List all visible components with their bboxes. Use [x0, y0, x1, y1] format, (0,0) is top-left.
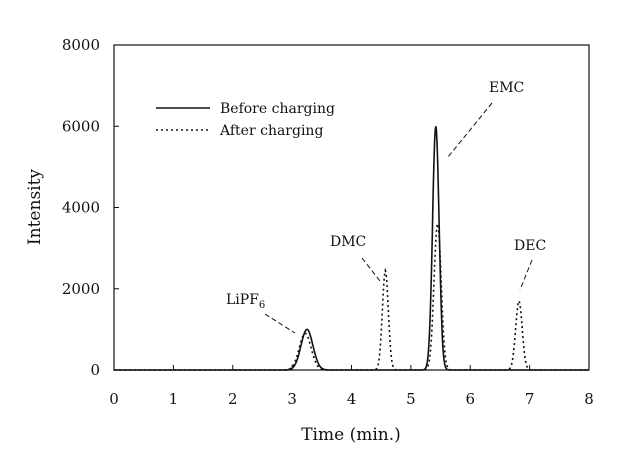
legend-label: Before charging [220, 101, 335, 117]
annotation-leader [519, 259, 533, 291]
peak-label-text: DMC [330, 234, 366, 250]
annotation-leader [447, 102, 493, 158]
peak-label: LiPF6 [226, 292, 265, 311]
y-tick-label: 8000 [62, 36, 100, 54]
peak-label-text: LiPF [226, 292, 259, 308]
series-after-charging-line [114, 221, 589, 371]
y-axis: 0 2000 4000 6000 8000 [62, 36, 119, 379]
annotation-leader [264, 313, 296, 334]
y-tick-label: 4000 [62, 199, 100, 217]
peak-label-subscript: 6 [259, 300, 265, 311]
x-tick-label: 2 [228, 390, 238, 408]
y-axis-title: Intensity [25, 169, 45, 245]
y-tick-label: 0 [90, 361, 100, 379]
x-tick-label: 0 [109, 390, 119, 408]
series-layer [114, 126, 589, 371]
legend: Before charging After charging [156, 101, 335, 139]
x-tick-label: 3 [287, 390, 297, 408]
x-axis-title: Time (min.) [301, 425, 401, 445]
x-tick-label: 6 [465, 390, 475, 408]
peak-label: DEC [514, 238, 546, 254]
x-tick-label: 7 [525, 390, 535, 408]
legend-label: After charging [219, 123, 323, 139]
peak-label-text: DEC [514, 238, 546, 254]
x-tick-label: 8 [584, 390, 594, 408]
peak-annotations: LiPF6 DMC EMC DEC [226, 80, 546, 334]
peak-label: DMC [330, 234, 366, 250]
x-axis: 0 1 2 3 4 5 6 7 8 [109, 365, 594, 408]
y-tick-label: 6000 [62, 117, 100, 135]
annotation-leader [361, 257, 381, 282]
x-tick-label: 5 [406, 390, 416, 408]
peak-label: EMC [489, 80, 524, 96]
x-tick-label: 4 [347, 390, 357, 408]
y-tick-label: 2000 [62, 280, 100, 298]
x-tick-label: 1 [169, 390, 179, 408]
peak-label-text: EMC [489, 80, 524, 96]
